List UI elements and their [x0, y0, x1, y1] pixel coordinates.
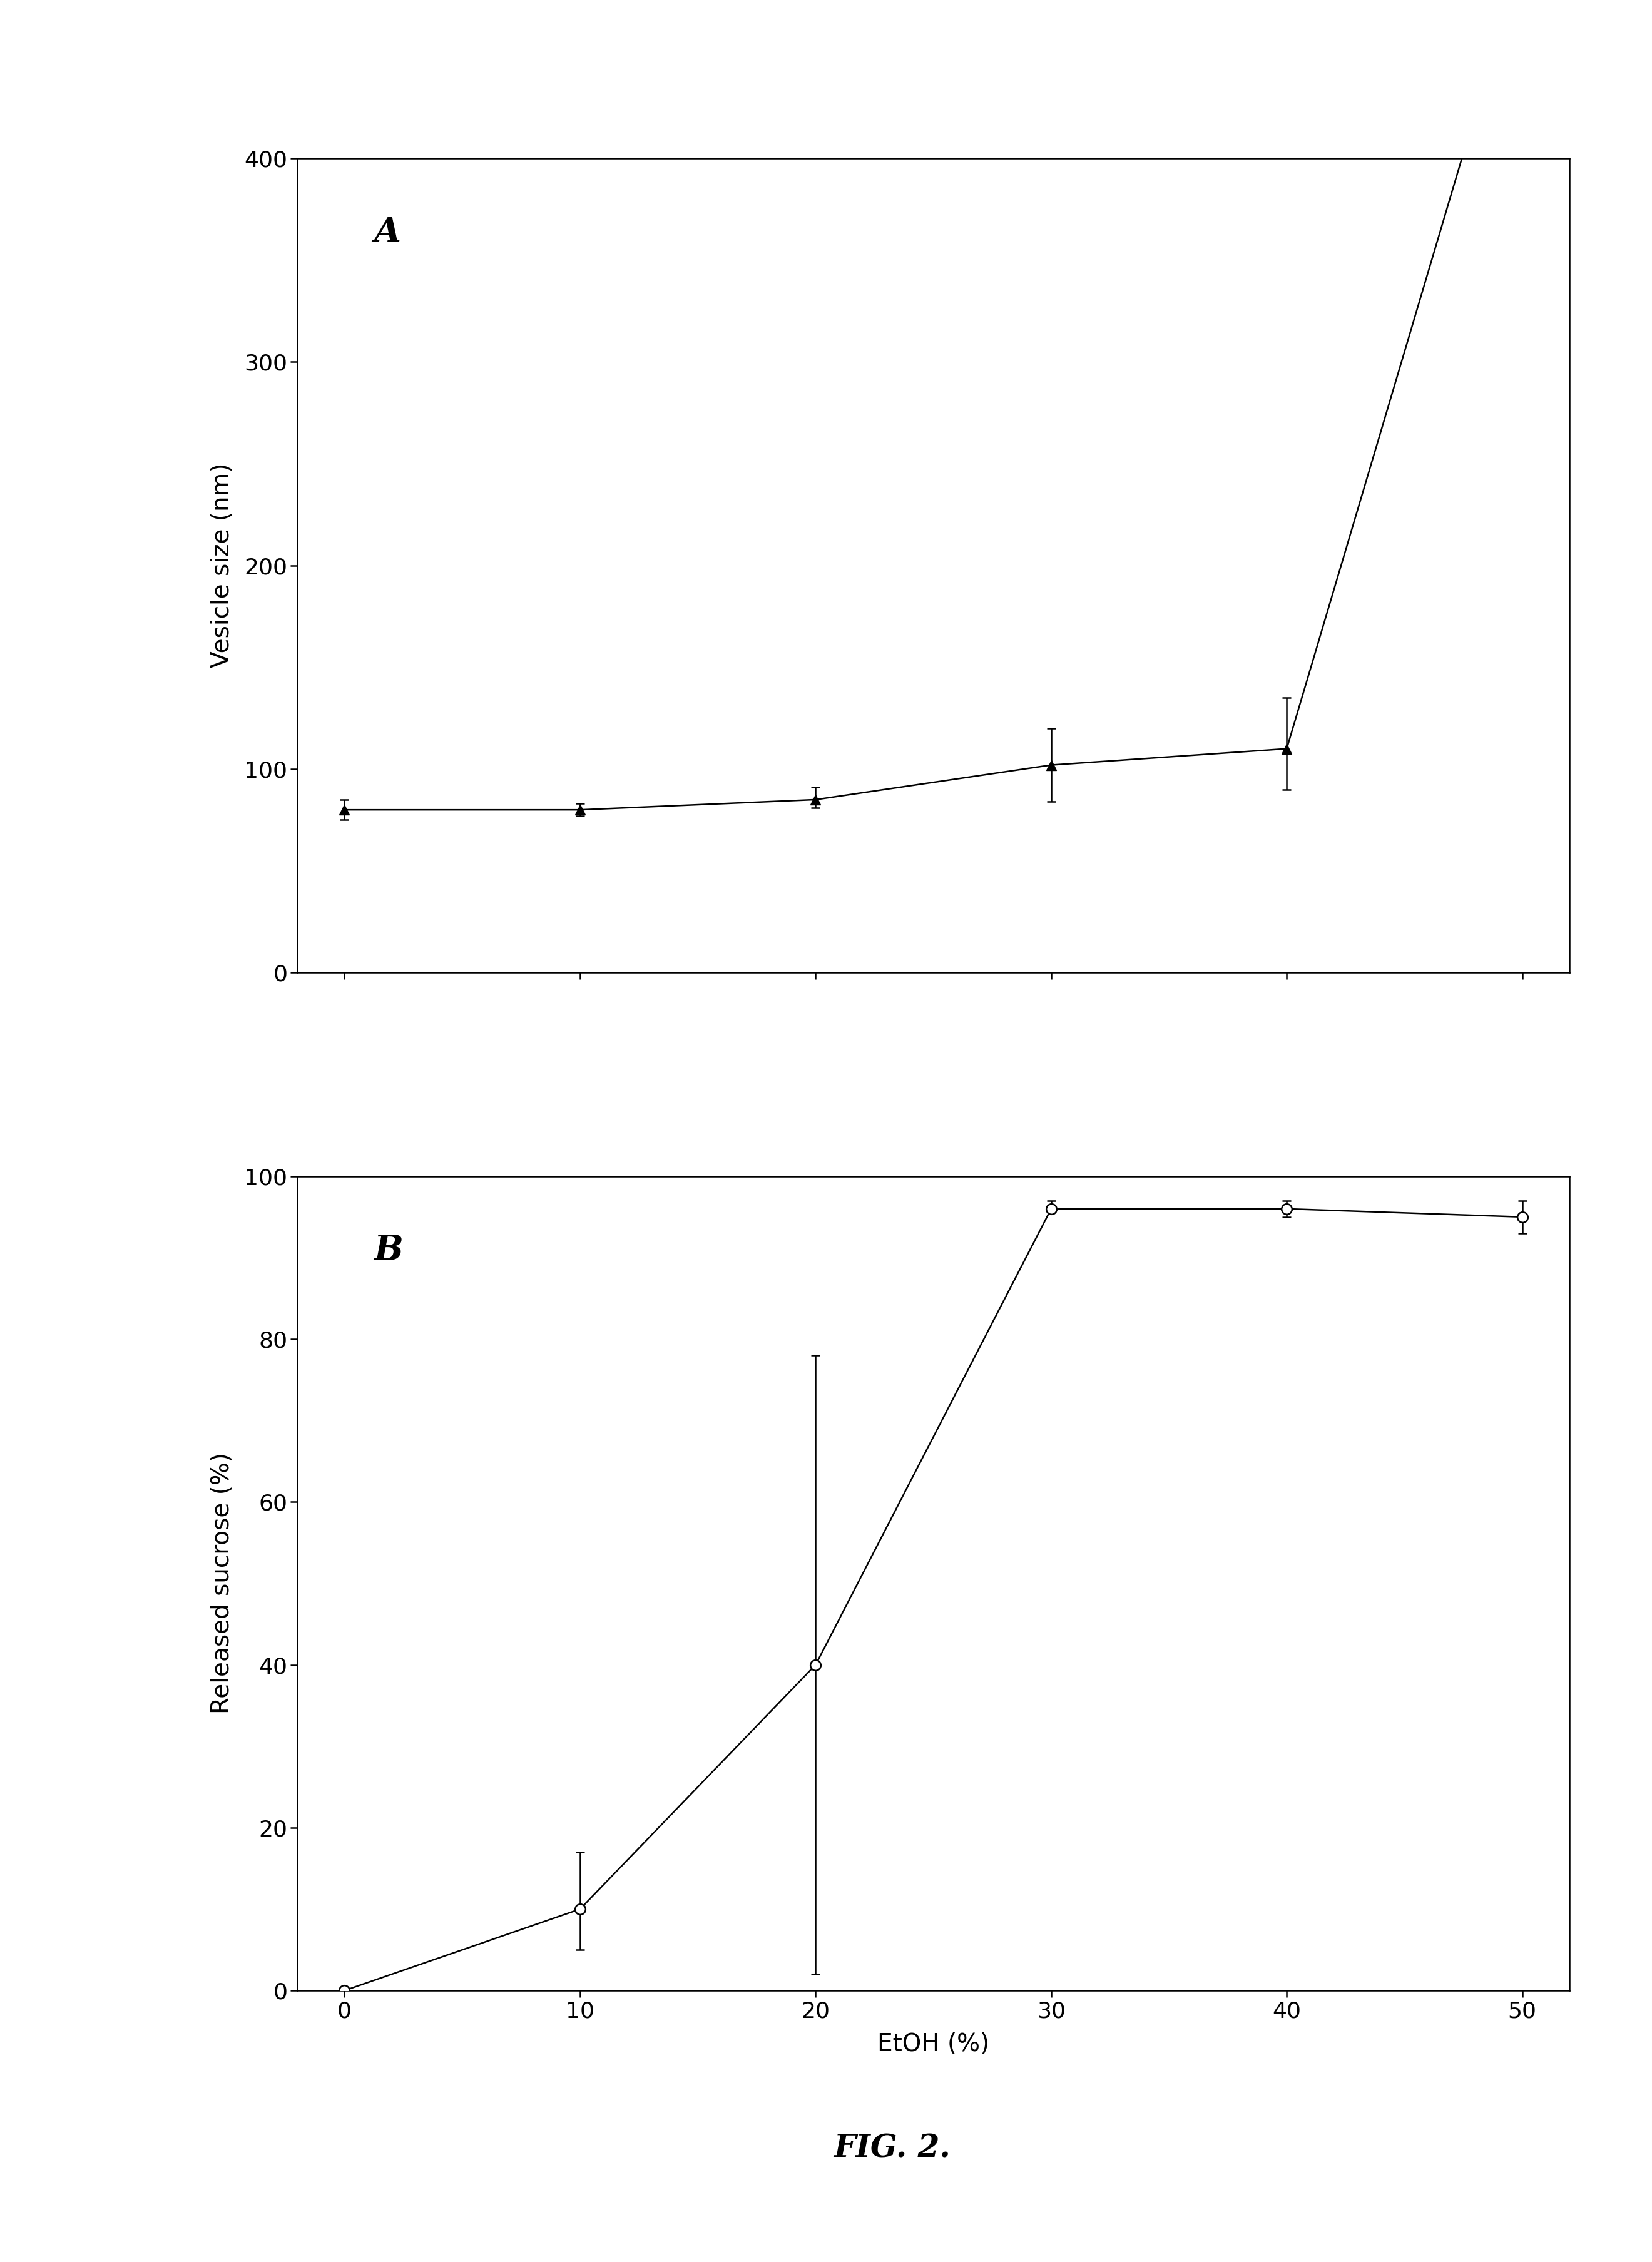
Text: FIG. 2.: FIG. 2. [834, 2133, 950, 2165]
Y-axis label: Vesicle size (nm): Vesicle size (nm) [210, 464, 235, 667]
X-axis label: EtOH (%): EtOH (%) [877, 2031, 990, 2056]
Text: B: B [373, 1233, 403, 1267]
Y-axis label: Released sucrose (%): Released sucrose (%) [210, 1452, 235, 1715]
Text: A: A [373, 215, 400, 249]
